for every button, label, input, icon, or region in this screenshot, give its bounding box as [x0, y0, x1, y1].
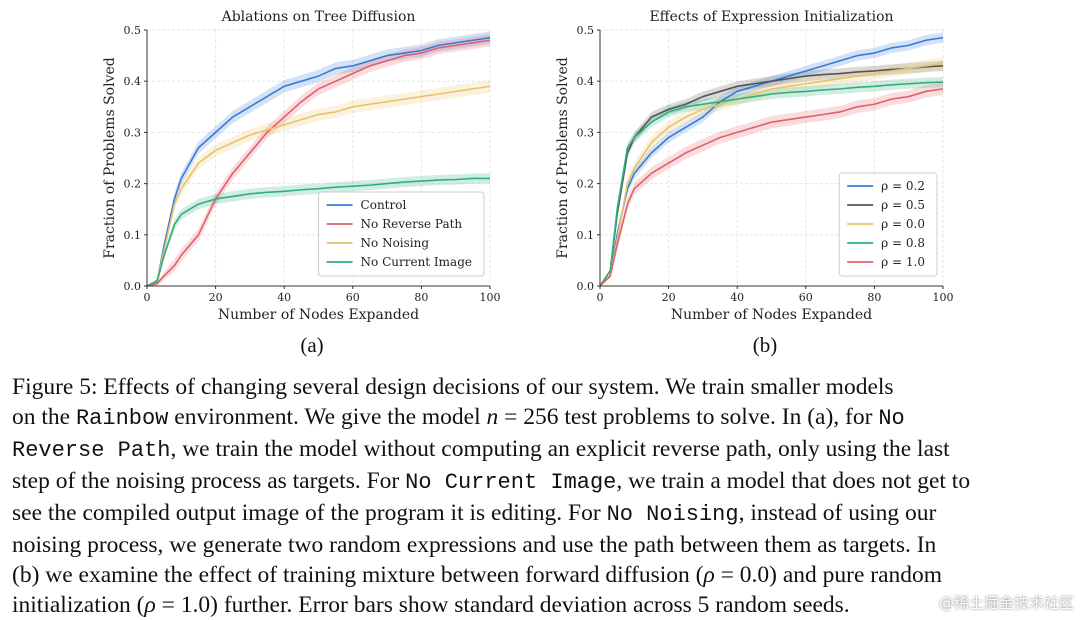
- caption-segment: see the compiled output image of the pro…: [12, 500, 607, 526]
- series-band: [600, 32, 943, 287]
- y-axis-label: Fraction of Problems Solved: [102, 57, 118, 259]
- x-tick-label: 40: [730, 291, 744, 304]
- y-tick-label: 0.2: [577, 178, 595, 191]
- caption-segment: ρ: [144, 592, 156, 618]
- x-tick-label: 0: [597, 291, 604, 304]
- legend-entry: No Current Image: [361, 255, 472, 269]
- caption-segment: Figure 5: Effects of changing several de…: [12, 374, 894, 400]
- caption-segment: Rainbow: [75, 406, 169, 431]
- x-tick-label: 60: [799, 291, 813, 304]
- subcaption-a: (a): [300, 333, 324, 357]
- legend-entry: ρ = 1.0: [881, 255, 925, 269]
- chart-title: Effects of Expression Initialization: [649, 9, 893, 25]
- x-axis-label: Number of Nodes Expanded: [671, 307, 872, 323]
- x-tick-label: 100: [480, 291, 501, 304]
- y-axis-label: Fraction of Problems Solved: [555, 57, 571, 259]
- legend-entry: ρ = 0.5: [881, 198, 925, 212]
- series-band: [147, 173, 490, 286]
- x-axis-label: Number of Nodes Expanded: [218, 307, 419, 323]
- series-band: [600, 57, 943, 286]
- x-tick-label: 40: [277, 291, 291, 304]
- y-tick-label: 0.0: [577, 280, 595, 293]
- caption-segment: noising process, we generate two random …: [12, 532, 937, 558]
- y-tick-label: 0.3: [124, 126, 142, 139]
- y-tick-label: 0.4: [577, 75, 595, 88]
- caption-segment: , we train the model without computing a…: [170, 436, 950, 462]
- x-tick-label: 100: [933, 291, 954, 304]
- series-line-2: [599, 62, 944, 287]
- legend-box: [838, 172, 938, 277]
- caption-segment: , instead of using our: [738, 500, 937, 526]
- caption-segment: No Current Image: [405, 470, 617, 495]
- watermark: @稀土掘金技术社区: [938, 594, 1074, 612]
- y-tick-label: 0.0: [124, 280, 142, 293]
- legend-entry: No Noising: [361, 236, 430, 250]
- y-tick-label: 0.2: [124, 178, 142, 191]
- legend-entry: ρ = 0.2: [881, 179, 925, 193]
- caption-segment: No: [878, 406, 905, 431]
- caption-segment: = 0.0) and pure random: [714, 562, 943, 588]
- series-line-3: [146, 177, 490, 287]
- caption-segment: on the: [12, 404, 76, 430]
- x-tick-label: 0: [144, 291, 151, 304]
- series-line-4: [599, 88, 944, 287]
- caption-line: noising process, we generate two random …: [12, 530, 1070, 560]
- x-tick-label: 20: [209, 291, 223, 304]
- caption-segment: Reverse Path: [12, 438, 171, 463]
- caption-segment: step of the noising process as targets. …: [12, 468, 406, 494]
- legend-entry: ρ = 0.0: [881, 217, 925, 231]
- legend-entry: Control: [361, 198, 407, 212]
- y-tick-label: 0.4: [124, 75, 142, 88]
- caption-line: see the compiled output image of the pro…: [12, 498, 1070, 530]
- caption-segment: No Noising: [606, 502, 739, 527]
- chart-ablations: 0 20 40 60 80 100 0.0 0.1 0.2 0.3 0.4 0.5 Ablations …: [102, 9, 501, 323]
- caption-segment: ρ: [703, 562, 715, 588]
- series-line-3: [599, 81, 944, 287]
- caption-segment: = 256 test problems to solve. In (a), fo…: [498, 404, 879, 430]
- series-band: [147, 34, 490, 286]
- series-line-1: [146, 39, 491, 287]
- x-tick-label: 60: [346, 291, 360, 304]
- x-tick-label: 80: [414, 291, 428, 304]
- caption-line: initialization (ρ = 1.0) further. Error …: [12, 590, 1070, 620]
- subcaption-b: (b): [752, 333, 778, 357]
- series-line-1: [599, 65, 944, 287]
- caption-line: (b) we examine the effect of training mi…: [12, 560, 1070, 590]
- caption-line: Figure 5: Effects of changing several de…: [12, 372, 1070, 402]
- chart-expression-init: 0 20 40 60 80 100 0.0 0.1 0.2 0.3 0.4 0.5 Effects of…: [555, 9, 954, 323]
- chart-title: Ablations on Tree Diffusion: [221, 9, 416, 25]
- legend-entry: ρ = 0.8: [881, 236, 925, 250]
- series-band: [600, 82, 943, 287]
- y-tick-label: 0.5: [577, 24, 595, 37]
- caption-line: step of the noising process as targets. …: [12, 466, 1070, 498]
- caption-line: Reverse Path, we train the model without…: [12, 434, 1070, 466]
- y-tick-label: 0.5: [124, 24, 142, 37]
- legend-box: [318, 191, 485, 277]
- caption-line: on the Rainbow environment. We give the …: [12, 402, 1070, 434]
- y-tick-label: 0.1: [124, 229, 142, 242]
- x-tick-label: 20: [662, 291, 676, 304]
- caption-segment: , we train a model that does not get to: [616, 468, 971, 494]
- caption-segment: environment. We give the model: [168, 404, 487, 430]
- caption-segment: initialization (: [12, 592, 145, 618]
- figure-a: 0 20 40 60 80 100 0.0 0.1 0.2 0.3 0.4 0.5 Ablations …: [95, 0, 505, 330]
- figure-b: 0 20 40 60 80 100 0.0 0.1 0.2 0.3 0.4 0.5 Effects of…: [548, 0, 958, 330]
- y-tick-label: 0.1: [577, 229, 595, 242]
- x-tick-label: 80: [867, 291, 881, 304]
- series-line-2: [146, 85, 491, 287]
- y-tick-label: 0.3: [577, 126, 595, 139]
- series-line-0: [146, 36, 491, 287]
- caption-segment: = 1.0) further. Error bars show standard…: [155, 592, 850, 618]
- legend-entry: No Reverse Path: [361, 217, 463, 231]
- caption-segment: n: [486, 404, 499, 430]
- series-line-0: [599, 36, 944, 287]
- caption-segment: (b) we examine the effect of training mi…: [12, 562, 704, 588]
- figure-caption: Figure 5: Effects of changing several de…: [12, 372, 1070, 620]
